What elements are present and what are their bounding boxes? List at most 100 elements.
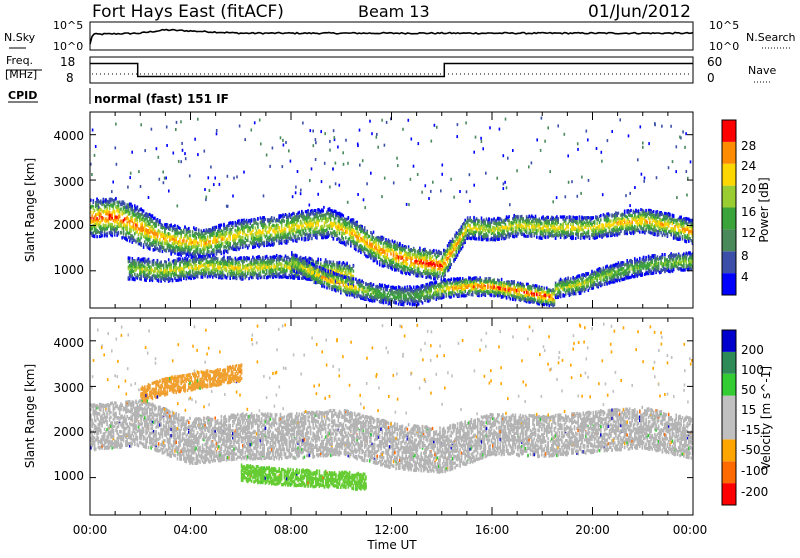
scatter-cell-0 bbox=[405, 246, 407, 249]
scatter-cell-0 bbox=[114, 202, 116, 205]
scatter-cell-0 bbox=[512, 228, 514, 231]
scatter-cell-0 bbox=[353, 237, 355, 240]
scatter-cell-0 bbox=[526, 227, 528, 230]
scatter-cell-0 bbox=[478, 220, 480, 223]
scatter-cell-0 bbox=[227, 228, 229, 231]
scatter-cell-0 bbox=[183, 239, 185, 242]
scatter-cell-0 bbox=[240, 246, 242, 249]
scatter-cell-0 bbox=[535, 215, 537, 218]
scatter-cell-0 bbox=[333, 237, 335, 240]
scatter-cell-0 bbox=[169, 228, 171, 231]
scatter-cell-0 bbox=[345, 236, 347, 239]
scatter-cell-0 bbox=[111, 214, 113, 217]
scatter-cell-0 bbox=[547, 216, 549, 219]
scatter-cell-0 bbox=[299, 237, 301, 240]
scatter-cell-0 bbox=[106, 232, 108, 235]
scatter-cell-0 bbox=[149, 247, 151, 250]
scatter-cell-0 bbox=[311, 237, 313, 240]
scatter-cell-0 bbox=[314, 219, 316, 222]
scatter-cell-0 bbox=[437, 271, 439, 274]
scatter-cell-0 bbox=[393, 253, 395, 256]
scatter-cell-0 bbox=[150, 235, 152, 238]
scatter-cell-0 bbox=[100, 213, 102, 216]
scatter-cell-0 bbox=[634, 225, 636, 228]
scatter-cell-0 bbox=[395, 259, 397, 262]
scatter-cell-0 bbox=[287, 240, 289, 243]
scatter-cell-0 bbox=[216, 226, 218, 229]
scatter-cell-0 bbox=[418, 267, 420, 270]
scatter-cell-0 bbox=[609, 214, 611, 217]
scatter-cell-0 bbox=[474, 234, 476, 237]
scatter-cell-0 bbox=[438, 275, 440, 278]
scatter-cell-0 bbox=[599, 225, 601, 228]
scatter-cell-0 bbox=[473, 216, 475, 219]
scatter-cell-0 bbox=[326, 228, 328, 231]
freq-panel-frame bbox=[90, 57, 693, 83]
scatter-cell-0 bbox=[255, 218, 257, 221]
scatter-cell-0 bbox=[508, 215, 510, 218]
freq-label-line1: Freq. bbox=[6, 54, 33, 67]
scatter-cell-0 bbox=[222, 242, 224, 245]
scatter-cell-0 bbox=[462, 225, 464, 228]
scatter-cell-0 bbox=[221, 224, 223, 227]
scatter-cell-0 bbox=[305, 229, 307, 232]
scatter-cell-0 bbox=[118, 204, 120, 207]
scatter-cell-0 bbox=[567, 225, 569, 228]
scatter-cell-0 bbox=[196, 228, 198, 231]
noise-right-tick-top: 10^5 bbox=[709, 19, 739, 32]
scatter-cell-0 bbox=[576, 217, 578, 220]
scatter-cell-0 bbox=[596, 222, 598, 225]
scatter-cell-0 bbox=[126, 239, 128, 242]
scatter-cell-0 bbox=[419, 249, 421, 252]
scatter-cell-0 bbox=[375, 254, 377, 257]
nave-tick-top: 60 bbox=[707, 55, 722, 69]
scatter-cell-0 bbox=[140, 242, 142, 245]
scatter-cell-0 bbox=[443, 259, 445, 262]
nave-tick-bottom: 0 bbox=[707, 71, 715, 85]
scatter-cell-0 bbox=[430, 276, 432, 279]
scatter-cell-0 bbox=[360, 251, 362, 254]
freq-trace bbox=[90, 64, 693, 77]
scatter-cell-0 bbox=[336, 234, 338, 237]
scatter-cell-0 bbox=[383, 245, 385, 248]
scatter-cell-0 bbox=[281, 242, 283, 245]
scatter-cell-0 bbox=[383, 237, 385, 240]
scatter-cell-0 bbox=[263, 242, 265, 245]
scatter-cell-0 bbox=[631, 221, 633, 224]
scatter-cell-0 bbox=[481, 217, 483, 220]
scatter-cell-0 bbox=[94, 209, 96, 212]
scatter-cell-0 bbox=[226, 232, 228, 235]
scatter-cell-0 bbox=[223, 224, 225, 227]
scatter-cell-0 bbox=[301, 238, 303, 241]
scatter-cell-0 bbox=[305, 238, 307, 241]
scatter-cell-0 bbox=[600, 214, 602, 217]
scatter-cell-0 bbox=[488, 217, 490, 220]
scatter-cell-0 bbox=[433, 249, 435, 252]
scatter-cell-0 bbox=[292, 239, 294, 242]
scatter-cell-0 bbox=[242, 244, 244, 247]
scatter-cell-0 bbox=[600, 218, 602, 221]
scatter-cell-0 bbox=[137, 219, 139, 222]
scatter-cell-0 bbox=[247, 236, 249, 239]
scatter-cell-0 bbox=[277, 231, 279, 234]
scatter-cell-0 bbox=[218, 241, 220, 244]
scatter-cell-0 bbox=[375, 242, 377, 245]
scatter-cell-0 bbox=[316, 226, 318, 229]
scatter-cell-0 bbox=[211, 246, 213, 249]
scatter-cell-0 bbox=[433, 259, 435, 262]
scatter-cell-0 bbox=[213, 248, 215, 251]
scatter-cell-0 bbox=[322, 209, 324, 212]
scatter-cell-0 bbox=[201, 244, 203, 247]
scatter-cell-0 bbox=[545, 232, 547, 235]
scatter-cell-0 bbox=[257, 223, 259, 226]
scatter-cell-0 bbox=[434, 269, 436, 272]
scatter-cell-0 bbox=[562, 225, 564, 228]
nave-label: Nave bbox=[748, 64, 776, 77]
scatter-cell-0 bbox=[315, 209, 317, 212]
scatter-cell-0 bbox=[399, 242, 401, 245]
scatter-cell-0 bbox=[630, 209, 632, 212]
scatter-cell-0 bbox=[309, 237, 311, 240]
scatter-cell-0 bbox=[517, 216, 519, 219]
scatter-cell-0 bbox=[133, 236, 135, 239]
scatter-cell-0 bbox=[265, 218, 267, 221]
